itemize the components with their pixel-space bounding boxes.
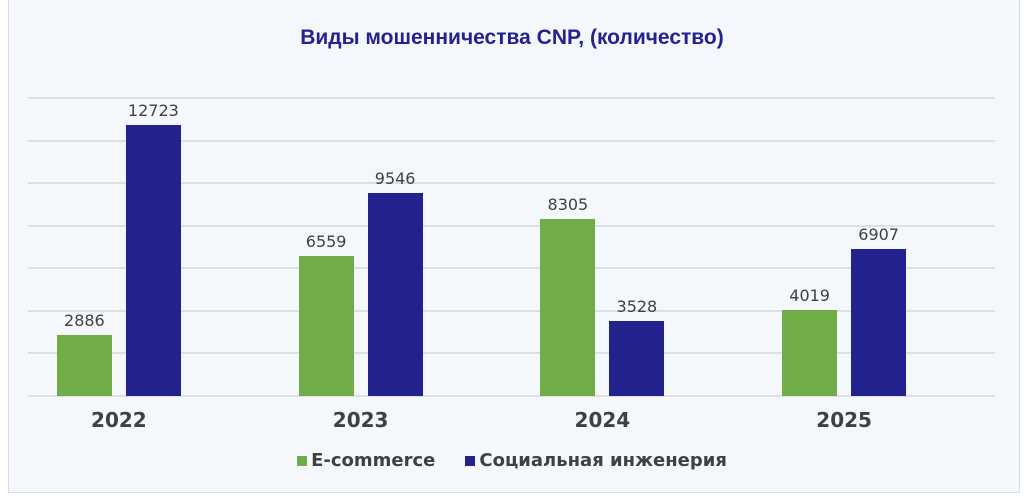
bar-ecommerce-2023: [298, 256, 354, 396]
legend: E-commerce Социальная инженерия: [0, 450, 1024, 471]
gridline: [28, 224, 995, 227]
x-tick-label: 2023: [332, 408, 389, 432]
data-label: 12723: [127, 101, 179, 121]
bar-ecommerce-2022: [56, 334, 112, 396]
x-axis-baseline: [28, 395, 995, 397]
bar-ecommerce-2025: [782, 310, 838, 396]
gridline: [28, 182, 995, 185]
plot-area: 2886 12723 6559 9546 8305 3528 4019 6907: [28, 97, 995, 397]
gridline: [28, 309, 995, 312]
legend-label: E-commerce: [311, 450, 436, 471]
chart-title: Виды мошенничества CNP, (количество): [300, 26, 724, 49]
data-label: 2886: [64, 310, 105, 330]
data-label: 6559: [305, 232, 347, 252]
bar-social-engineering-2024: [609, 320, 665, 396]
data-label: 8305: [547, 195, 589, 215]
gridline: [28, 352, 995, 355]
legend-swatch-icon: [297, 455, 308, 466]
data-label: 6907: [858, 224, 899, 244]
bar-social-engineering-2022: [125, 125, 181, 396]
bar-social-engineering-2023: [367, 192, 423, 396]
bar-ecommerce-2024: [540, 219, 596, 396]
x-tick-label: 2024: [574, 408, 631, 432]
x-tick-label: 2025: [816, 408, 872, 432]
data-label: 9546: [374, 168, 416, 188]
legend-item: E-commerce: [297, 450, 435, 471]
gridline: [28, 97, 995, 99]
legend-item: Социальная инженерия: [465, 450, 727, 471]
gridline: [28, 267, 995, 270]
bar-social-engineering-2025: [851, 248, 907, 396]
data-label: 4019: [789, 286, 830, 306]
legend-label: Социальная инженерия: [479, 450, 727, 471]
data-label: 3528: [616, 296, 658, 316]
legend-swatch-icon: [465, 455, 476, 466]
gridline: [28, 139, 995, 142]
x-tick-label: 2022: [91, 408, 147, 432]
